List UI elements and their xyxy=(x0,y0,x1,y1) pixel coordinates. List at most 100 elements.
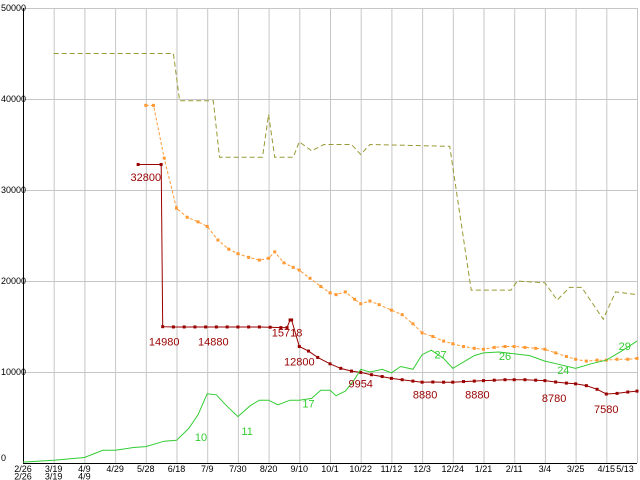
marker-price-solid-maroon xyxy=(339,366,343,370)
marker-average-dashed-orange xyxy=(282,261,286,265)
data-label: 7580 xyxy=(594,404,618,416)
marker-price-solid-maroon xyxy=(328,362,332,366)
marker-price-solid-maroon xyxy=(193,325,197,329)
marker-price-solid-maroon xyxy=(279,326,283,330)
x-tick-label: 6/18 xyxy=(168,464,186,474)
marker-price-solid-maroon xyxy=(534,378,538,382)
marker-price-solid-maroon xyxy=(236,325,240,329)
marker-average-dashed-orange xyxy=(574,357,578,361)
marker-average-dashed-orange xyxy=(543,347,547,351)
marker-average-dashed-orange xyxy=(196,220,200,224)
marker-price-solid-maroon xyxy=(626,390,630,394)
marker-average-dashed-orange xyxy=(247,255,251,259)
marker-average-dashed-orange xyxy=(175,206,178,210)
y-tick-label: 20000 xyxy=(1,276,26,286)
marker-price-solid-maroon xyxy=(257,325,261,329)
x-tick-label: 12/24 xyxy=(442,464,465,474)
marker-price-solid-maroon xyxy=(411,379,415,383)
marker-price-solid-maroon xyxy=(584,384,588,388)
data-label: 14880 xyxy=(198,337,229,349)
marker-price-solid-maroon xyxy=(543,379,547,383)
marker-price-solid-maroon xyxy=(268,325,272,329)
marker-price-solid-maroon xyxy=(523,378,527,382)
marker-price-solid-maroon xyxy=(462,380,466,384)
marker-average-dashed-orange xyxy=(236,252,240,256)
x-tick-label: 2/11 xyxy=(506,464,523,474)
y-tick-label: 30000 xyxy=(1,185,26,195)
marker-average-dashed-orange xyxy=(451,342,455,346)
series-count-solid-green xyxy=(22,340,638,463)
x-tick-label: 5/28 xyxy=(137,464,155,474)
x-tick-label: 1/21 xyxy=(475,464,493,474)
x-tick-label-row2: 3/19 xyxy=(45,472,63,480)
marker-average-dashed-orange xyxy=(308,276,312,280)
x-tick-label: 3/4 xyxy=(539,464,552,474)
marker-average-dashed-orange xyxy=(257,258,261,262)
marker-average-dashed-orange xyxy=(273,250,277,254)
marker-average-dashed-orange xyxy=(267,256,271,260)
x-tick-label: 2/26 xyxy=(14,464,32,474)
x-tick-label: 7/9 xyxy=(201,464,214,474)
x-tick-label: 3/25 xyxy=(567,464,585,474)
marker-price-solid-maroon xyxy=(307,349,311,353)
marker-average-dashed-orange xyxy=(377,303,381,307)
marker-price-solid-maroon xyxy=(431,380,435,384)
data-label: 8780 xyxy=(542,393,566,405)
x-tick-label: 5/13 xyxy=(616,464,634,474)
marker-price-solid-maroon xyxy=(247,325,251,329)
marker-average-dashed-orange xyxy=(411,322,415,326)
marker-average-dashed-orange xyxy=(185,215,189,219)
marker-average-dashed-orange xyxy=(584,359,588,363)
marker-price-solid-maroon xyxy=(442,380,446,384)
marker-average-dashed-orange xyxy=(334,293,338,297)
marker-average-dashed-orange xyxy=(554,351,558,355)
marker-price-solid-maroon xyxy=(420,380,424,384)
data-label: 12800 xyxy=(284,357,315,369)
marker-price-solid-maroon xyxy=(503,378,507,382)
marker-average-dashed-orange xyxy=(595,358,599,362)
marker-average-dashed-orange xyxy=(503,345,507,349)
y-tick-label: 50000 xyxy=(1,3,26,13)
marker-average-dashed-orange xyxy=(534,346,538,350)
x-tick-label: 3/19 xyxy=(45,464,63,474)
marker-average-dashed-orange xyxy=(151,103,155,107)
data-label: 14980 xyxy=(149,337,180,349)
x-tick-label: 4/9 xyxy=(78,464,91,474)
y-tick-label: 0 xyxy=(1,453,6,463)
marker-price-solid-maroon xyxy=(161,325,165,329)
marker-average-dashed-orange xyxy=(492,345,496,349)
marker-price-solid-maroon xyxy=(288,318,292,322)
marker-price-solid-maroon xyxy=(316,355,320,359)
data-label: 9954 xyxy=(348,378,372,390)
marker-price-solid-maroon xyxy=(214,325,218,329)
marker-average-dashed-orange xyxy=(462,345,466,349)
marker-price-solid-maroon xyxy=(380,375,384,379)
marker-average-dashed-orange xyxy=(472,346,476,350)
marker-average-dashed-orange xyxy=(291,265,295,269)
marker-price-solid-maroon xyxy=(290,318,294,322)
marker-price-solid-maroon xyxy=(615,391,619,395)
marker-price-solid-maroon xyxy=(171,325,175,329)
marker-average-dashed-orange xyxy=(615,357,619,361)
marker-average-dashed-orange xyxy=(343,290,347,294)
data-label: 8880 xyxy=(413,389,437,401)
data-label: 8880 xyxy=(465,389,489,401)
marker-average-dashed-orange xyxy=(512,345,516,349)
marker-average-dashed-orange xyxy=(359,302,363,306)
marker-price-solid-maroon xyxy=(159,163,163,167)
marker-price-solid-maroon xyxy=(285,326,289,330)
marker-average-dashed-orange xyxy=(162,156,166,160)
data-label: 17 xyxy=(302,398,314,410)
marker-average-dashed-orange xyxy=(319,284,323,288)
data-label: 24 xyxy=(557,365,569,377)
marker-average-dashed-orange xyxy=(482,347,485,351)
x-tick-label-row2: 4/9 xyxy=(78,472,91,480)
marker-average-dashed-orange xyxy=(431,335,435,339)
series-price-solid-maroon xyxy=(138,164,638,395)
marker-price-solid-maroon xyxy=(595,387,599,391)
marker-price-solid-maroon xyxy=(482,379,485,383)
x-tick-label: 4/15 xyxy=(598,464,616,474)
marker-average-dashed-orange xyxy=(400,313,404,317)
